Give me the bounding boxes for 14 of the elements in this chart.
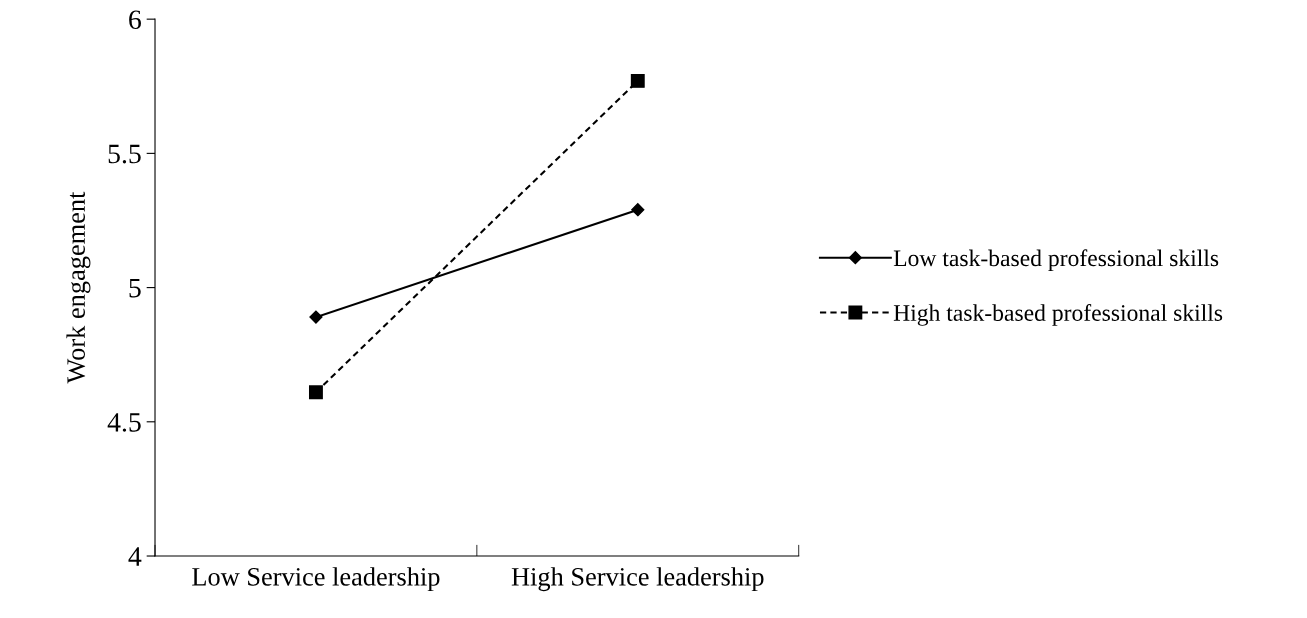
- point: [309, 310, 323, 324]
- y-tick-label: 5: [129, 279, 141, 298]
- y-tick-label: 6: [129, 10, 141, 30]
- legend-label: Low task-based professional skills: [893, 249, 1219, 272]
- y-axis-title: Work engagement: [66, 191, 91, 384]
- point: [631, 203, 645, 217]
- x-tick-label: High Service leadership: [511, 567, 764, 592]
- legend-label: High task-based professional skills: [893, 304, 1223, 326]
- point: [308, 385, 323, 400]
- y-tick-label: 4.5: [107, 413, 141, 432]
- y-tick-label: 5.5: [108, 144, 141, 164]
- point: [630, 73, 645, 88]
- y-tick-label: 4: [128, 547, 142, 566]
- x-tick-label: Low Service leadership: [192, 567, 440, 592]
